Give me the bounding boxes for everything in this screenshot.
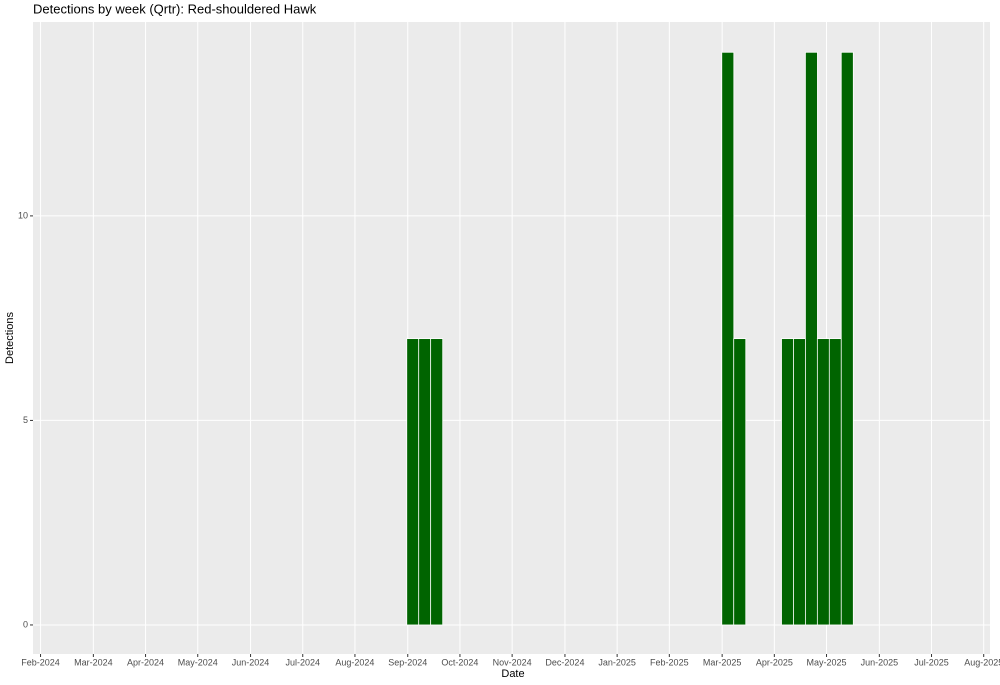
y-tick-label: 5 — [23, 415, 28, 425]
bar — [418, 338, 432, 626]
bar — [840, 51, 854, 626]
x-tick-label: May-2024 — [178, 657, 218, 667]
x-tick-label: Sep-2024 — [388, 657, 427, 667]
x-tick-label: Jul-2025 — [914, 657, 949, 667]
bar — [430, 338, 444, 626]
y-tick-label: 10 — [18, 210, 28, 220]
x-tick-label: Dec-2024 — [545, 657, 584, 667]
x-tick-label: Mar-2024 — [74, 657, 113, 667]
x-tick-label: Feb-2025 — [650, 657, 689, 667]
grid: 0 5 10 Feb-2024 Mar-2024 Apr-2024 May-2024 Jun-… — [18, 22, 1000, 667]
bar — [781, 338, 794, 626]
x-tick-label: Jun-2024 — [232, 657, 270, 667]
x-tick-label: Aug-2025 — [964, 657, 1000, 667]
x-tick-label: Jan-2025 — [598, 657, 636, 667]
bar — [733, 338, 747, 626]
x-tick-label: Apr-2025 — [756, 657, 793, 667]
bar — [816, 338, 830, 626]
y-tick-label: 0 — [23, 619, 28, 629]
x-tick-label: May-2025 — [807, 657, 847, 667]
bar — [793, 338, 806, 626]
x-tick-label: Jul-2024 — [285, 657, 320, 667]
x-tick-label: Apr-2024 — [127, 657, 164, 667]
bar — [406, 338, 420, 626]
bar — [828, 338, 842, 626]
x-tick-label: Feb-2024 — [21, 657, 60, 667]
x-tick-label: Aug-2024 — [335, 657, 374, 667]
x-tick-label: Jun-2025 — [861, 657, 899, 667]
x-tick-label: Mar-2025 — [703, 657, 742, 667]
chart-title: Detections by week (Qrtr): Red-shouldere… — [33, 1, 317, 16]
bar — [721, 51, 735, 626]
x-tick-label: Nov-2024 — [493, 657, 532, 667]
y-axis-label: Detections — [4, 312, 16, 364]
x-axis-label: Date — [501, 668, 524, 680]
x-tick-label: Oct-2024 — [441, 657, 478, 667]
marks — [406, 51, 854, 626]
bar — [804, 51, 818, 626]
